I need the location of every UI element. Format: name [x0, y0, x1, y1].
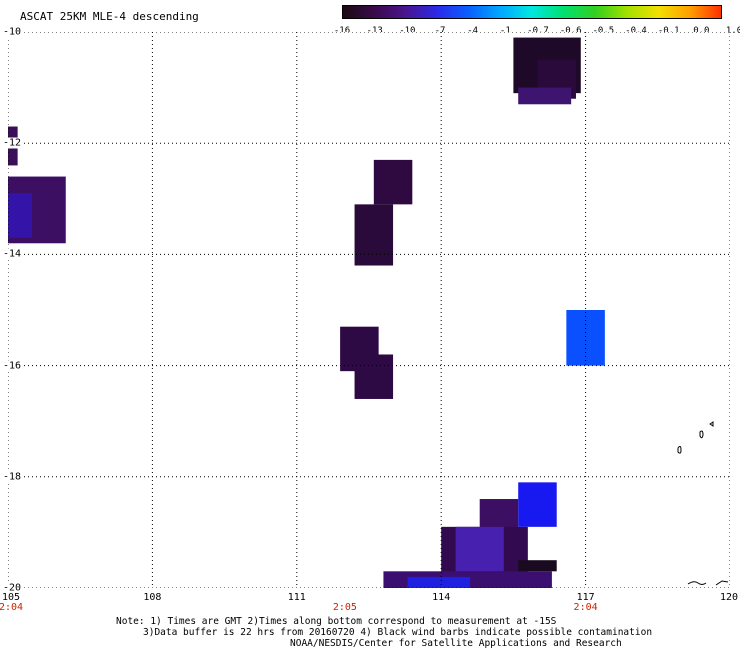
colorbar-tick-label: -13	[366, 26, 383, 36]
latitude-label: -14	[2, 248, 23, 260]
wind-cell	[518, 560, 557, 572]
coast-shape	[687, 581, 707, 585]
time-label: 2:05	[332, 602, 357, 613]
colorbar-tick-label: -0.5	[592, 26, 615, 36]
colorbar-tick-label: 0.0	[693, 26, 710, 36]
longitude-label: 117	[576, 592, 595, 603]
time-label: 2:04	[573, 602, 598, 613]
colorbar-tick-label: -10	[399, 26, 416, 36]
longitude-label: 120	[719, 592, 739, 603]
longitude-label: 108	[143, 592, 162, 603]
note-line-2: 3)Data buffer is 22 hrs from 20160720 4)…	[143, 627, 653, 638]
longitude-label: 111	[287, 592, 306, 603]
time-label: 2:04	[0, 602, 24, 613]
colorbar-tick-label: -0.6	[559, 26, 582, 36]
coast-shape	[715, 580, 729, 586]
longitude-label: 114	[432, 592, 451, 603]
colorbar-labels: -16 -13 -10 -7 -4 -1 -0.7 -0.6 -0.5 -0.4 -0.1 0.0 1.…	[330, 26, 740, 40]
colorbar	[342, 5, 722, 19]
island-shape	[709, 421, 714, 427]
wind-cell	[8, 193, 33, 238]
wind-cell	[455, 526, 504, 572]
longitude-label: 105	[1, 592, 21, 603]
wind-cell	[518, 482, 557, 527]
map-background	[8, 32, 730, 588]
latitude-label: -10	[2, 26, 23, 38]
scatterometer-cells	[8, 37, 605, 588]
colorbar-tick-label: -0.7	[527, 26, 549, 36]
latitude-label: -16	[2, 360, 23, 372]
lat-lon-grid	[8, 32, 730, 588]
latitude-label: -20	[2, 582, 23, 594]
wind-cell	[354, 204, 394, 266]
credit-line: NOAA/NESDIS/Center for Satellite Applica…	[290, 638, 622, 649]
colorbar-tick-label: -0.4	[625, 26, 647, 36]
island-shape	[677, 445, 682, 454]
coastline-islands	[677, 421, 729, 586]
colorbar-tick-label: -7	[434, 26, 446, 36]
colorbar-tick-label: -1	[499, 26, 511, 36]
colorbar-tick-label: 1.0	[725, 26, 740, 36]
wind-map	[8, 32, 730, 588]
wind-cell	[354, 354, 394, 399]
latitude-label: -18	[2, 471, 23, 483]
wind-cell	[407, 576, 471, 588]
colorbar-tick-label: -16	[333, 26, 351, 36]
island-shape	[699, 430, 704, 439]
map-title: ASCAT 25KM MLE-4 descending	[20, 10, 199, 23]
wind-cell	[566, 310, 605, 366]
colorbar-tick-label: -4	[467, 26, 479, 36]
colorbar-tick-label: -0.1	[657, 26, 680, 36]
latitude-label: -12	[2, 137, 23, 149]
wind-cell	[373, 159, 413, 205]
note-line-1: Note: 1) Times are GMT 2)Times along bot…	[116, 616, 557, 627]
wind-cell	[518, 87, 572, 105]
